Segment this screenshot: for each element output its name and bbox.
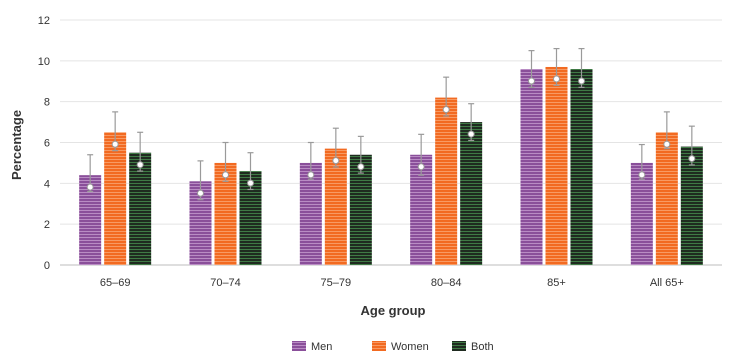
- bar-women-5: [655, 132, 678, 265]
- bar-women-1: [214, 162, 237, 265]
- legend-label-both: Both: [471, 341, 494, 353]
- point-marker: [553, 75, 560, 83]
- bar-both-5: [680, 146, 703, 265]
- bar-men-1: [189, 181, 212, 265]
- x-tick-label: 65–69: [100, 277, 131, 289]
- y-tick-label: 6: [44, 138, 50, 150]
- point-marker: [357, 163, 365, 171]
- x-tick-label: 85+: [547, 277, 566, 289]
- y-tick-label: 10: [38, 56, 50, 68]
- point-marker: [307, 171, 315, 179]
- legend-swatch-men: [292, 341, 306, 351]
- y-tick-label: 4: [44, 178, 50, 190]
- x-axis: 65–69 70–74 75–79 80–84 85+ All 65+: [100, 277, 684, 289]
- bar-men-5: [630, 162, 653, 265]
- bar-men-3: [410, 154, 433, 265]
- point-marker: [247, 179, 254, 187]
- bar-women-0: [104, 132, 127, 265]
- bar-men-0: [79, 175, 102, 265]
- y-axis-title: Percentage: [9, 110, 24, 180]
- x-axis-title: Age group: [361, 303, 426, 318]
- point-marker: [528, 77, 535, 85]
- point-marker: [663, 140, 671, 148]
- y-axis: 0 2 4 6 8 10 12: [38, 15, 50, 272]
- point-marker: [136, 161, 144, 169]
- bar-men-4: [520, 69, 543, 265]
- bar-women-2: [324, 148, 347, 265]
- bar-both-2: [349, 154, 372, 265]
- bar-both-0: [129, 152, 152, 265]
- legend-label-women: Women: [391, 341, 429, 353]
- y-tick-label: 12: [38, 15, 50, 27]
- point-marker: [638, 171, 646, 179]
- legend: Men Women Both: [292, 341, 494, 353]
- y-tick-label: 2: [44, 219, 50, 231]
- point-marker: [197, 189, 204, 197]
- point-marker: [442, 106, 450, 114]
- y-tick-label: 0: [44, 260, 50, 272]
- bar-men-2: [299, 162, 322, 265]
- point-marker: [688, 155, 696, 163]
- y-tick-label: 8: [44, 97, 50, 109]
- legend-label-men: Men: [311, 341, 332, 353]
- point-marker: [578, 77, 585, 85]
- bars: [79, 47, 703, 265]
- legend-swatch-both: [452, 341, 466, 351]
- bar-women-3: [435, 97, 458, 265]
- bar-both-1: [239, 171, 262, 265]
- bar-both-4: [570, 69, 593, 265]
- x-tick-label: All 65+: [650, 277, 684, 289]
- point-marker: [86, 183, 94, 191]
- gridlines: [60, 19, 722, 266]
- point-marker: [222, 171, 229, 179]
- point-marker: [332, 157, 340, 165]
- bar-both-3: [460, 122, 483, 265]
- x-tick-label: 75–79: [321, 277, 352, 289]
- point-marker: [111, 140, 119, 148]
- point-marker: [467, 130, 475, 138]
- x-tick-label: 80–84: [431, 277, 462, 289]
- bar-women-4: [545, 66, 568, 265]
- legend-swatch-women: [372, 341, 386, 351]
- point-marker: [417, 163, 425, 171]
- x-tick-label: 70–74: [210, 277, 241, 289]
